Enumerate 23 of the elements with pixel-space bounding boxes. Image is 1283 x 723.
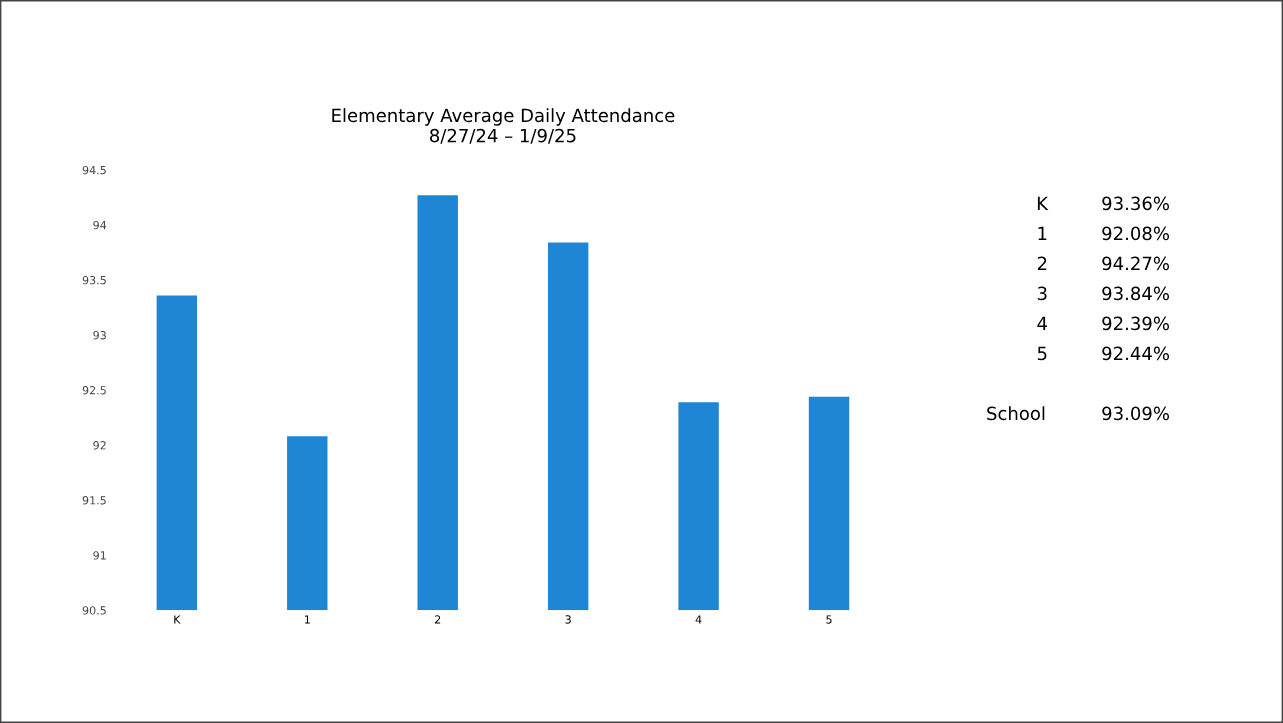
y-tick-label: 94 <box>93 220 107 230</box>
text: 4 92.39% <box>1037 316 1169 331</box>
text: 3 93.84% <box>1037 286 1169 301</box>
y-tick-label: 91 <box>93 551 106 560</box>
x-tick-label: 2 <box>435 615 441 624</box>
y-tick-label: 92 <box>93 441 106 450</box>
y-tick-label: 93.5 <box>82 275 106 285</box>
x-tick-label: K <box>174 615 181 624</box>
y-tick-label: 91.5 <box>82 496 106 505</box>
text: 5 92.44% <box>1037 346 1169 361</box>
y-tick-label: 94.5 <box>82 165 106 175</box>
x-tick-label: 1 <box>304 615 310 624</box>
y-tick-label: 92.5 <box>82 386 106 395</box>
text: School 93.09% <box>987 406 1169 421</box>
x-tick-label: 4 <box>695 615 702 624</box>
text: 2 94.27% <box>1037 256 1169 271</box>
text: K 93.36% <box>1037 196 1169 211</box>
text: 1 92.08% <box>1038 226 1169 241</box>
x-tick-label: 3 <box>565 615 571 624</box>
y-tick-label: 90.5 <box>82 606 106 615</box>
chart-title: Elementary Average Daily Attendance 8/27/24 – 1/9/25 <box>332 108 675 144</box>
x-tick-label: 5 <box>826 615 832 624</box>
y-tick-label: 93 <box>93 330 106 340</box>
